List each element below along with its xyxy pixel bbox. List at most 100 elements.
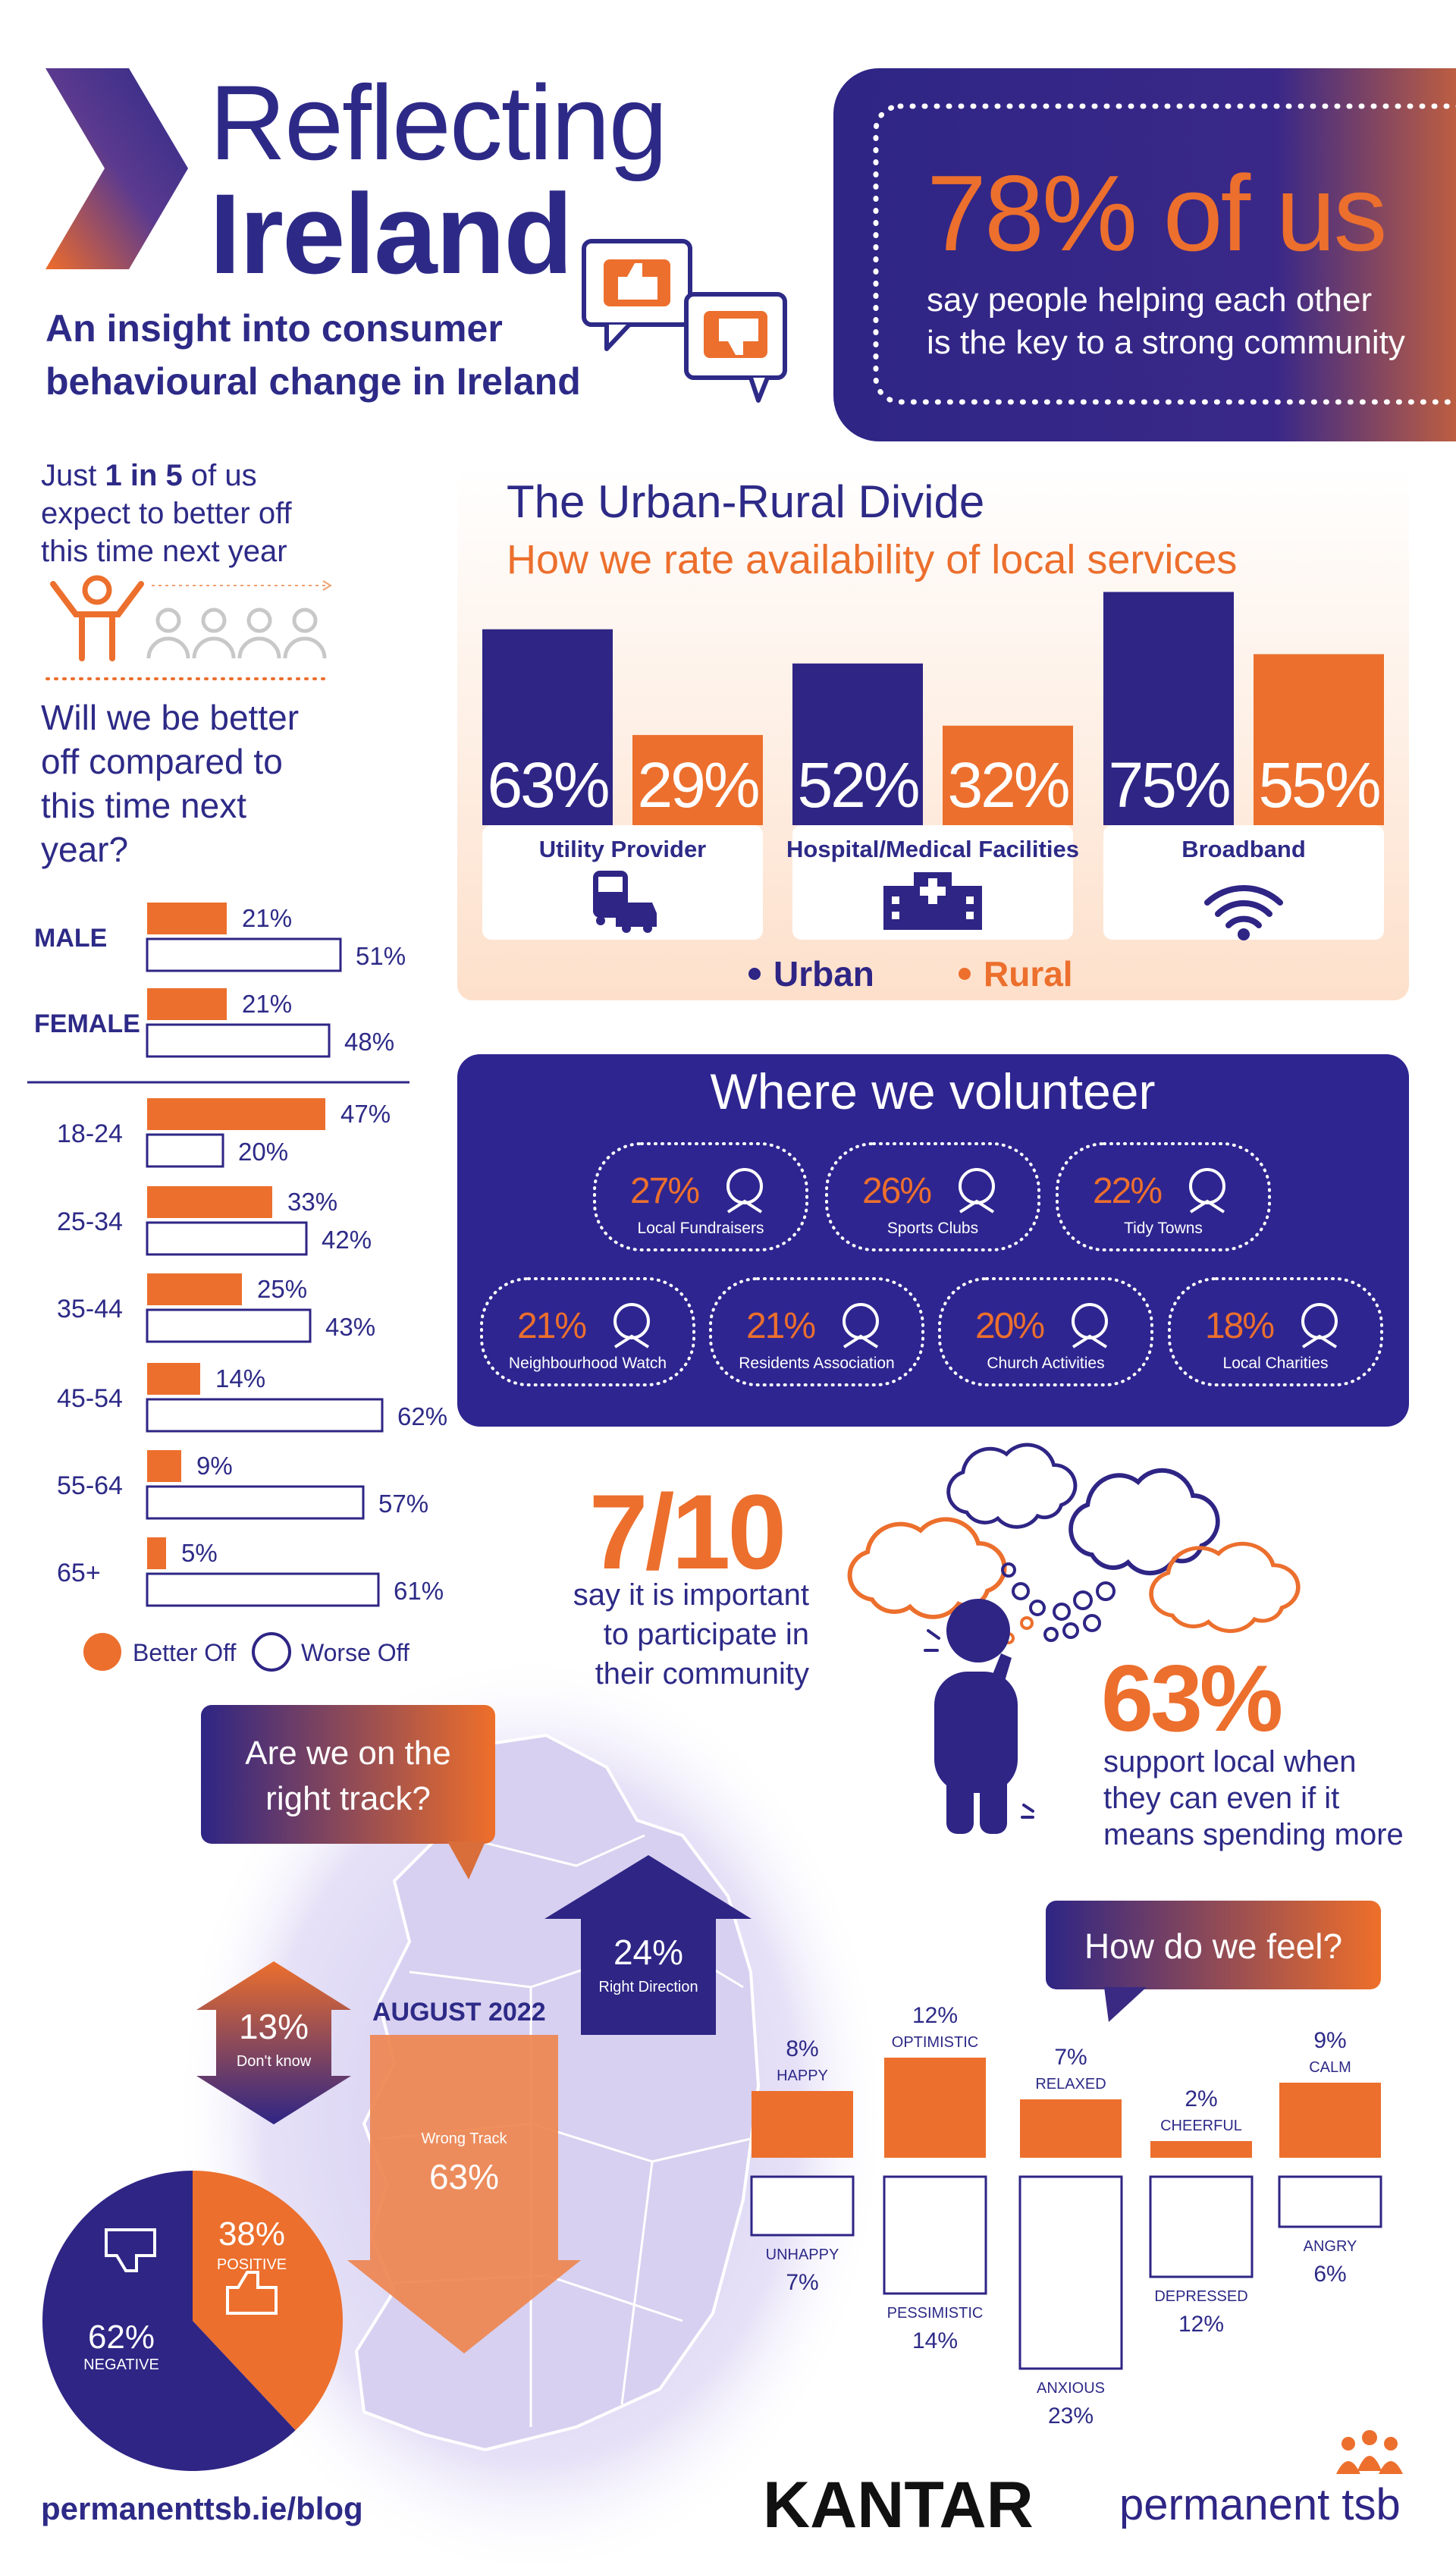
- thinking-figure: [924, 1629, 1034, 1819]
- urban-bar: [792, 663, 923, 825]
- feeling-name: OPTIMISTIC: [892, 2034, 978, 2051]
- expectation-part: 1 in 5: [105, 459, 182, 492]
- thinking-figure: [980, 1767, 1007, 1834]
- feeling-value: 12%: [1178, 2312, 1224, 2337]
- volunteer-panel: [457, 1054, 1409, 1427]
- worse-off-label: 43%: [325, 1313, 375, 1341]
- worse-off-bar: [146, 1023, 331, 1058]
- thinking-figure: [1020, 1616, 1034, 1630]
- feelings-bubble: [1104, 1987, 1147, 2022]
- feeling-value: 14%: [912, 2328, 958, 2353]
- better-off-label: 5%: [181, 1539, 218, 1567]
- feeling-value: 12%: [912, 2003, 958, 2028]
- track-value: 63%: [429, 2157, 499, 2196]
- thinking-figure: [946, 1767, 974, 1834]
- subtitle: behavioural change in Ireland: [46, 360, 581, 403]
- volunteer-pill: [480, 1277, 695, 1386]
- feeling-value: 23%: [1048, 2403, 1094, 2429]
- track-name: Don't know: [237, 2053, 312, 2070]
- feeling-name: DEPRESSED: [1154, 2288, 1247, 2305]
- service-icon: [1204, 884, 1283, 906]
- expectation-text: this time next year: [41, 535, 287, 568]
- thumb-icon: [105, 2228, 156, 2272]
- volunteer-name: Local Fundraisers: [638, 1220, 764, 1237]
- dont-know-arrow: [196, 1961, 351, 2124]
- question: Will we be better: [41, 698, 299, 737]
- track-value: 24%: [613, 1932, 683, 1972]
- bar-label: 63%: [487, 749, 607, 821]
- worse-off-label: 48%: [344, 1028, 394, 1056]
- feeling-name: UNHAPPY: [766, 2246, 839, 2263]
- worse-off-label: 20%: [238, 1138, 288, 1166]
- feeling-value: 7%: [786, 2270, 818, 2295]
- participation-text: say it is important: [573, 1578, 809, 1612]
- pie-label: 62%: [88, 2319, 155, 2356]
- volunteer-pill: [825, 1142, 1040, 1251]
- panel-title: Where we volunteer: [711, 1063, 1156, 1119]
- bubble-text: right track?: [265, 1780, 431, 1817]
- worse-off-bar: [146, 1308, 312, 1343]
- title: Reflecting: [209, 63, 667, 182]
- thinking-figure: [1073, 1590, 1093, 1610]
- service-icon: [616, 903, 657, 927]
- brand-icon: [1341, 2437, 1355, 2451]
- volunteer-icon: [959, 1199, 995, 1213]
- expectation-part: Just: [41, 459, 105, 492]
- thinking-figure: [1062, 1622, 1079, 1639]
- service-icon: [892, 896, 899, 904]
- bubble-text: How do we feel?: [1084, 1926, 1342, 1966]
- track-value: 13%: [239, 2007, 309, 2046]
- better-off-bar: [147, 1098, 325, 1130]
- better-off-label: 21%: [242, 990, 292, 1018]
- people-icon: [201, 608, 227, 633]
- volunteer-name: Local Charities: [1223, 1355, 1329, 1372]
- positive-bar: [1279, 2083, 1381, 2158]
- service-name: Utility Provider: [539, 836, 707, 862]
- people-icon: [283, 636, 327, 659]
- better-off-label: 25%: [257, 1275, 307, 1303]
- legend-label: Urban: [774, 954, 874, 994]
- thumb-icon: [226, 2271, 278, 2315]
- feeling-name: ANXIOUS: [1037, 2380, 1105, 2397]
- group-label: 35-44: [57, 1295, 123, 1323]
- service-icon: [593, 871, 1283, 940]
- better-off-bar: [147, 1186, 272, 1218]
- thinking-figure: [1053, 1603, 1071, 1621]
- worse-off-bar: [146, 937, 342, 972]
- volunteer-icon: [843, 1334, 879, 1349]
- volunteer-panel: [457, 1054, 1409, 1427]
- people-icon: [322, 580, 332, 591]
- thumbs-icon: [582, 239, 787, 403]
- feeling-value: 7%: [1054, 2045, 1087, 2070]
- bar-label: 75%: [1108, 749, 1228, 821]
- service-icon: [596, 916, 605, 925]
- feeling-value: 6%: [1313, 2262, 1346, 2287]
- thumbs-icon: [618, 263, 657, 300]
- feeling-name: CALM: [1309, 2059, 1351, 2076]
- pie-name: POSITIVE: [217, 2256, 287, 2273]
- thinking-figure: [1043, 1627, 1059, 1642]
- negative-bar: [750, 2175, 855, 2237]
- volunteer-name: Church Activities: [987, 1355, 1104, 1372]
- service-name: Hospital/Medical Facilities: [786, 836, 1079, 862]
- thinking-figure: [1071, 1471, 1218, 1573]
- track-name: Wrong Track: [422, 2130, 508, 2147]
- volunteer-value: 20%: [975, 1306, 1043, 1346]
- panel-subtitle: How we rate availability of local servic…: [507, 537, 1237, 582]
- legend-swatch: [748, 968, 761, 980]
- highlight-text: say people helping each other: [927, 281, 1372, 319]
- bubble-text: Are we on the: [245, 1735, 451, 1772]
- right-track-bubble: [201, 1705, 495, 1879]
- legend-swatch: [959, 968, 971, 980]
- better-off-bar: [147, 1537, 166, 1569]
- better-off-bar: [147, 1363, 200, 1395]
- feeling-value: 8%: [786, 2036, 818, 2061]
- thinking-figure: [949, 1445, 1075, 1527]
- positive-bar: [884, 2058, 986, 2158]
- worse-off-bar: [146, 1572, 380, 1607]
- logo-chevron: [46, 68, 188, 269]
- volunteer-icon: [613, 1334, 650, 1349]
- right-track-bubble: [447, 1841, 485, 1879]
- worse-off-label: 61%: [394, 1577, 444, 1605]
